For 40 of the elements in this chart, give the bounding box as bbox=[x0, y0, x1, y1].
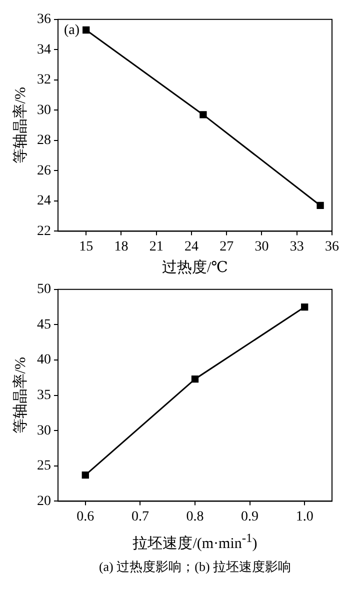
x-tick-label: 33 bbox=[290, 239, 304, 254]
y-tick-label: 22 bbox=[37, 224, 51, 239]
point bbox=[82, 26, 90, 34]
y-tick-label: 24 bbox=[37, 194, 51, 209]
y-tick-label: 30 bbox=[37, 423, 51, 438]
y-axis-title: 等轴晶率/% bbox=[12, 86, 29, 164]
x-tick-label: 18 bbox=[114, 239, 128, 254]
y-tick-label: 40 bbox=[37, 352, 51, 368]
x-axis-title: 过热度/℃ bbox=[161, 258, 229, 278]
point bbox=[191, 375, 199, 383]
y-axis-title: 等轴晶率/% bbox=[12, 356, 29, 434]
x-tick-label: 15 bbox=[79, 239, 94, 254]
y-tick-label: 50 bbox=[37, 282, 51, 298]
y-tick-label: 20 bbox=[37, 494, 51, 509]
y-tick-label: 32 bbox=[37, 72, 51, 88]
x-tick-label: 30 bbox=[254, 239, 269, 254]
x-tick-label: 0.9 bbox=[241, 509, 259, 524]
y-tick-label: 45 bbox=[37, 317, 51, 332]
y-tick-label: 25 bbox=[37, 458, 51, 474]
point bbox=[82, 472, 89, 479]
y-tick-label: 30 bbox=[37, 102, 51, 118]
x-tick-label: 24 bbox=[184, 239, 198, 254]
y-tick-label: 36 bbox=[37, 12, 51, 28]
annotation: (a) bbox=[64, 23, 80, 38]
point bbox=[316, 202, 324, 210]
y-tick-label: 34 bbox=[37, 42, 51, 58]
point bbox=[301, 303, 308, 311]
x-tick-label: 0.8 bbox=[186, 509, 204, 524]
x-tick-label: 36 bbox=[325, 239, 339, 254]
x-tick-label: 27 bbox=[220, 239, 234, 254]
y-tick-label: 26 bbox=[37, 163, 51, 178]
y-tick-label: 28 bbox=[37, 133, 51, 148]
x-tick-label: 0.6 bbox=[76, 509, 94, 524]
x-tick-label: 21 bbox=[149, 239, 164, 254]
x-tick-label: 0.7 bbox=[131, 509, 149, 524]
point bbox=[200, 111, 207, 118]
x-tick-label: 1.0 bbox=[296, 509, 314, 524]
y-tick-label: 35 bbox=[37, 388, 51, 403]
text: (a) 过热度影响；(b) 拉坯速度影响 bbox=[98, 558, 292, 576]
x-axis-title: 拉坯速度/(m·min$^{-1}$) bbox=[132, 530, 258, 554]
